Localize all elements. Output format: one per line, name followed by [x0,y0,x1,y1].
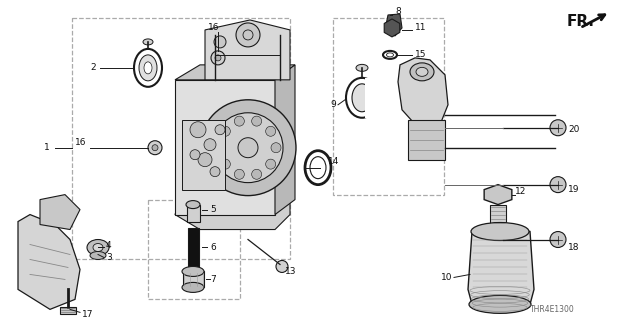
Circle shape [215,125,225,135]
Ellipse shape [182,267,204,276]
Text: 15: 15 [415,50,426,60]
Circle shape [220,126,230,136]
Circle shape [252,116,262,126]
Ellipse shape [144,62,152,74]
Circle shape [215,143,225,153]
Polygon shape [384,19,400,37]
Polygon shape [18,215,80,309]
Ellipse shape [356,64,368,71]
Ellipse shape [410,63,434,81]
Text: 11: 11 [415,23,426,32]
Circle shape [252,169,262,179]
Text: THR4E1300: THR4E1300 [530,305,575,314]
Polygon shape [398,58,448,130]
Polygon shape [175,65,295,80]
Circle shape [271,143,281,153]
Ellipse shape [469,295,531,313]
Polygon shape [60,308,76,314]
Ellipse shape [186,201,200,209]
Ellipse shape [90,252,106,260]
Circle shape [214,36,226,48]
Text: 20: 20 [568,125,579,134]
Polygon shape [175,80,275,215]
Circle shape [213,113,283,183]
Circle shape [148,141,162,155]
Polygon shape [484,185,512,204]
Text: FR.: FR. [567,14,595,29]
Polygon shape [40,195,80,229]
Circle shape [550,120,566,136]
Text: 16: 16 [74,138,86,147]
Circle shape [152,145,158,151]
Circle shape [211,51,225,65]
Text: 16: 16 [208,23,220,32]
Ellipse shape [139,55,157,81]
Circle shape [200,100,296,196]
Text: 17: 17 [82,310,93,319]
Circle shape [550,232,566,247]
Polygon shape [275,65,295,215]
Circle shape [204,139,216,151]
Text: 1: 1 [44,143,50,152]
Text: 7: 7 [210,275,216,284]
Text: 5: 5 [210,205,216,214]
Circle shape [234,169,244,179]
Circle shape [234,116,244,126]
Text: 13: 13 [285,267,296,276]
Text: 8: 8 [395,7,401,16]
Circle shape [276,260,288,272]
Text: 2: 2 [90,63,96,72]
Circle shape [238,138,258,158]
Text: 9: 9 [330,100,336,109]
Text: 19: 19 [568,185,579,194]
Ellipse shape [87,239,109,255]
Text: 3: 3 [106,253,112,262]
Ellipse shape [93,244,103,252]
Ellipse shape [416,68,428,76]
Ellipse shape [143,39,153,45]
Circle shape [266,126,276,136]
Circle shape [190,122,206,138]
Circle shape [215,55,221,61]
Polygon shape [490,204,506,225]
Polygon shape [468,232,534,304]
Circle shape [210,167,220,177]
Polygon shape [385,14,402,36]
Polygon shape [365,78,385,118]
Circle shape [550,177,566,193]
Polygon shape [175,185,290,229]
Polygon shape [187,204,200,221]
Circle shape [266,159,276,169]
Circle shape [190,150,200,160]
Text: 12: 12 [515,187,526,196]
Text: 10: 10 [440,273,452,282]
Circle shape [236,23,260,47]
Polygon shape [183,271,204,287]
Polygon shape [408,120,445,160]
Ellipse shape [182,283,204,292]
Ellipse shape [471,222,529,241]
Ellipse shape [352,84,372,112]
Circle shape [198,153,212,167]
Polygon shape [188,228,199,268]
Text: 4: 4 [106,241,111,250]
Text: 14: 14 [328,157,339,166]
Circle shape [220,159,230,169]
Polygon shape [182,120,225,190]
Polygon shape [205,20,290,80]
Text: 18: 18 [568,243,579,252]
Text: 6: 6 [210,243,216,252]
